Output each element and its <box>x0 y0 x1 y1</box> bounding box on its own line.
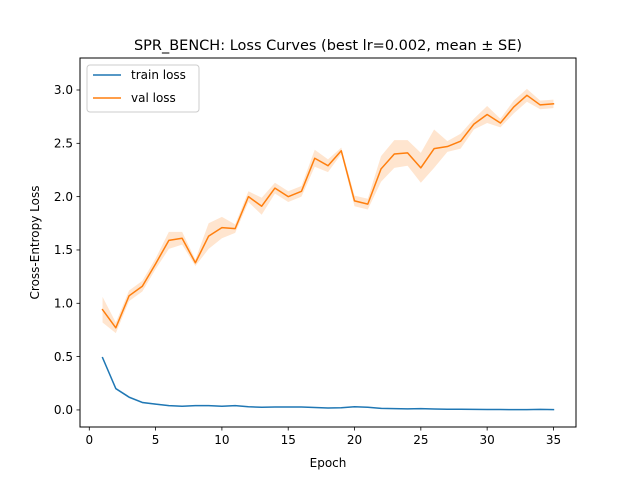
series-line-train <box>101 356 555 411</box>
legend-label-val: val loss <box>131 91 176 105</box>
se-band-val <box>102 88 554 334</box>
x-axis-label: Epoch <box>310 456 347 470</box>
x-tick-label: 0 <box>85 433 93 447</box>
x-tick-label: 25 <box>413 433 428 447</box>
x-tick-label: 10 <box>214 433 229 447</box>
series-lines <box>101 94 555 411</box>
series-line-val <box>101 94 555 329</box>
y-tick-label: 1.5 <box>54 243 73 257</box>
legend-label-train: train loss <box>131 68 186 82</box>
plot-frame <box>79 57 577 428</box>
y-tick-label: 3.0 <box>54 83 73 97</box>
se-bands <box>102 88 554 410</box>
y-tick-label: 1.0 <box>54 296 73 310</box>
legend: train loss val loss <box>86 64 200 113</box>
y-tick-label: 2.5 <box>54 137 73 151</box>
x-axis-ticks: 0 5 10 15 20 25 30 35 <box>85 427 561 447</box>
y-axis-ticks: 0.0 0.5 1.0 1.5 2.0 2.5 3.0 <box>54 83 80 417</box>
x-tick-label: 35 <box>546 433 561 447</box>
x-tick-label: 20 <box>347 433 362 447</box>
y-tick-label: 0.5 <box>54 350 73 364</box>
y-tick-label: 2.0 <box>54 190 73 204</box>
x-tick-label: 15 <box>281 433 296 447</box>
y-tick-label: 0.0 <box>54 403 73 417</box>
y-axis-label: Cross-Entropy Loss <box>28 186 42 300</box>
chart-title: SPR_BENCH: Loss Curves (best lr=0.002, m… <box>134 38 522 54</box>
x-tick-label: 30 <box>480 433 495 447</box>
x-tick-label: 5 <box>152 433 160 447</box>
legend-box <box>86 64 200 113</box>
